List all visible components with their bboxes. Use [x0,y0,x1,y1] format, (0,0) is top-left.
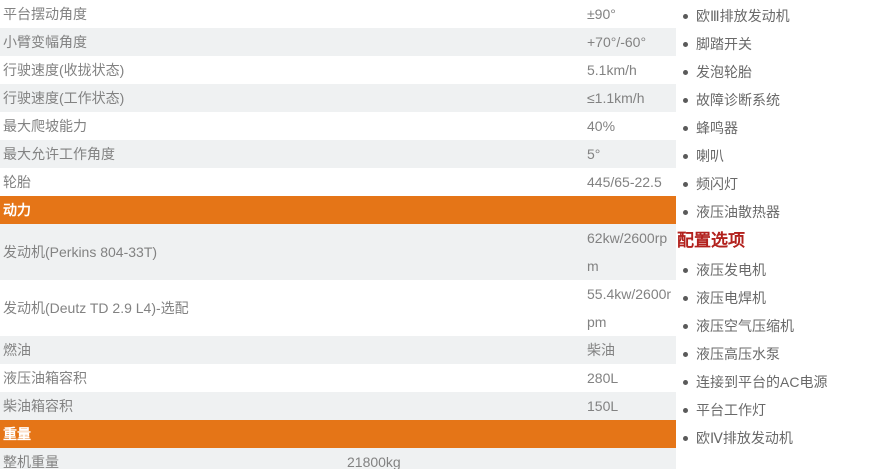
bullet-icon [683,295,688,301]
spec-section: 重量整机重量 21800kg [0,420,676,469]
feature-item: 脚踏开关 [676,30,882,58]
spec-section: 平台摆动角度 ±90° 小臂变幅角度 +70°/-60° 行驶速度(收拢状态) 5.1km… [0,0,676,196]
feature-label: 欧Ⅲ排放发动机 [696,8,790,24]
feature-item: 液压油散热器 [676,198,882,226]
feature-label: 液压电焊机 [696,290,766,306]
bullet-icon [683,97,688,103]
spec-label: 发动机(Deutz TD 2.9 L4)-选配 [3,300,189,316]
spec-section: 动力发动机(Perkins 804-33T) 62kw/2600rpm 发动机(De… [0,196,676,420]
feature-item: 频闪灯 [676,170,882,198]
feature-item: 发泡轮胎 [676,58,882,86]
section-header: 重量 [0,420,676,448]
feature-label: 故障诊断系统 [696,92,780,108]
spec-row: 发动机(Deutz TD 2.9 L4)-选配 55.4kw/2600rpm [0,280,676,336]
spec-label: 小臂变幅角度 [3,34,87,50]
feature-label: 频闪灯 [696,176,738,192]
spec-row: 最大爬坡能力 40% [0,112,676,140]
spec-value: 55.4kw/2600rpm [587,286,672,330]
spec-row: 燃油 柴油 [0,336,676,364]
spec-row: 液压油箱容积 280L [0,364,676,392]
feature-label: 蜂鸣器 [696,120,738,136]
bullet-icon [683,351,688,357]
spec-label: 燃油 [3,342,31,358]
bullet-icon [683,181,688,187]
spec-value: 62kw/2600rpm [587,230,668,274]
spec-label: 行驶速度(工作状态) [3,90,125,106]
feature-item: 喇叭 [676,142,882,170]
feature-label: 欧Ⅳ排放发动机 [696,430,793,446]
bullet-icon [683,209,688,215]
feature-label: 液压空气压缩机 [696,318,794,334]
spec-row: 柴油箱容积 150L [0,392,676,420]
section-header: 动力 [0,196,676,224]
bullet-icon [683,69,688,75]
feature-item: 液压空气压缩机 [676,312,882,340]
feature-item: 蜂鸣器 [676,114,882,142]
spec-value: 280L [587,370,619,386]
bullet-icon [683,407,688,413]
feature-label: 液压发电机 [696,262,766,278]
spec-value: 40% [587,118,616,134]
spec-row: 整机重量 21800kg [0,448,676,469]
spec-value: 445/65-22.5 [587,174,662,190]
spec-label: 行驶速度(收拢状态) [3,62,125,78]
feature-label: 脚踏开关 [696,36,752,52]
feature-item: 故障诊断系统 [676,86,882,114]
bullet-icon [683,125,688,131]
feature-item: 欧Ⅳ排放发动机 [676,424,882,452]
spec-row: 行驶速度(工作状态) ≤1.1km/h [0,84,676,112]
bullet-icon [683,435,688,441]
options-heading: 配置选项 [677,231,745,250]
bullet-icon [683,379,688,385]
spec-value: 150L [587,398,619,414]
features-sidebar: 欧Ⅲ排放发动机 脚踏开关发泡轮胎故障诊断系统 蜂鸣器喇叭频闪灯液压油散热器配置选项液… [676,2,882,452]
spec-label: 发动机(Perkins 804-33T) [3,244,158,260]
feature-item: 液压电焊机 [676,284,882,312]
spec-row: 发动机(Perkins 804-33T) 62kw/2600rpm [0,224,676,280]
spec-label: 柴油箱容积 [3,398,73,414]
feature-label: 液压油散热器 [696,204,780,220]
feature-label: 液压高压水泵 [696,346,780,362]
spec-value: 5.1km/h [587,62,637,78]
spec-table: 平台摆动角度 ±90° 小臂变幅角度 +70°/-60° 行驶速度(收拢状态) 5.1km… [0,0,676,469]
spec-label: 平台摆动角度 [3,6,87,22]
feature-label: 发泡轮胎 [696,64,752,80]
spec-row: 最大允许工作角度 5° [0,140,676,168]
bullet-icon [683,323,688,329]
spec-value: 5° [587,146,601,162]
bullet-icon [683,41,688,47]
spec-value: ±90° [587,6,616,22]
feature-item: 连接到平台的AC电源 [676,368,882,396]
spec-label: 最大爬坡能力 [3,118,87,134]
feature-label: 喇叭 [696,148,724,164]
feature-item: 平台工作灯 [676,396,882,424]
spec-label: 液压油箱容积 [3,370,87,386]
feature-label: 平台工作灯 [696,402,766,418]
spec-row: 行驶速度(收拢状态) 5.1km/h [0,56,676,84]
bullet-icon [683,267,688,273]
spec-value: +70°/-60° [587,34,647,50]
bullet-icon [683,153,688,159]
feature-item: 液压发电机 [676,256,882,284]
spec-label: 轮胎 [3,174,31,190]
feature-label: 连接到平台的AC电源 [696,374,828,390]
spec-label: 最大允许工作角度 [3,146,115,162]
spec-row: 平台摆动角度 ±90° [0,0,676,28]
spec-label: 整机重量 [3,454,59,469]
spec-value: 21800kg [347,454,401,469]
feature-item: 欧Ⅲ排放发动机 [676,2,882,30]
feature-item: 液压高压水泵 [676,340,882,368]
spec-value: 柴油 [587,342,615,358]
spec-row: 轮胎 445/65-22.5 [0,168,676,196]
bullet-icon [683,13,688,19]
spec-row: 小臂变幅角度 +70°/-60° [0,28,676,56]
spec-value: ≤1.1km/h [587,90,645,106]
